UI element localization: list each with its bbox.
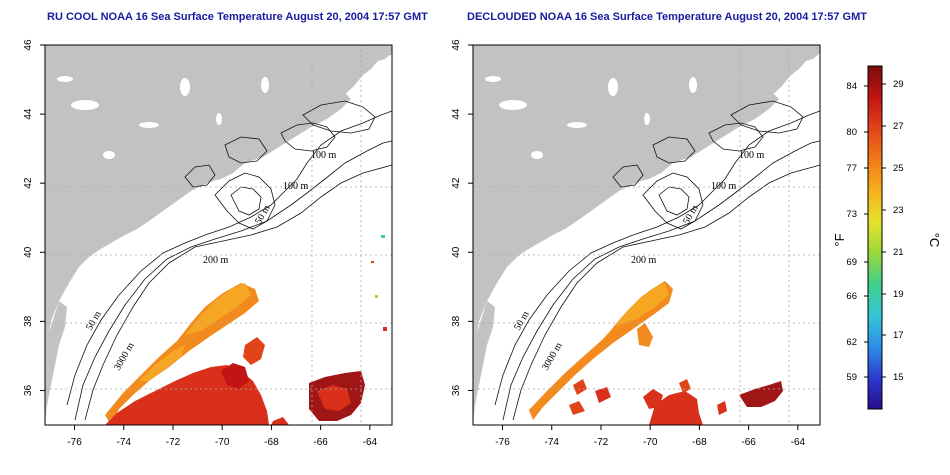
right-x-tick-label: -64	[791, 437, 806, 448]
right-contour-label-100a: 100 m	[739, 150, 765, 161]
left-y-tick-label: 40	[23, 246, 34, 258]
left-x-tick-label: -76	[67, 437, 82, 448]
colorbar-unit-f: °F	[832, 233, 847, 246]
colorbar-c-tick-label: 29	[893, 79, 904, 90]
colorbar-c-tick-label: 19	[893, 289, 904, 300]
left-x-tick-label: -72	[166, 437, 181, 448]
left-x-tick-label: -68	[264, 437, 279, 448]
right-map-frame	[472, 44, 821, 426]
right-map: 100 m 100 m 50 m 200 m 50 m 3000 m	[472, 44, 821, 426]
right-y-tick-label: 36	[451, 384, 462, 396]
right-sst-data	[529, 281, 783, 425]
colorbar-c-tick-label: 23	[893, 205, 904, 216]
left-y-tick-label: 38	[23, 315, 34, 327]
colorbar-ticks: 84 80 77 73 69 66 62 59 29 27 25 23 21 19 17 15	[846, 79, 903, 383]
left-sst-data	[105, 51, 391, 425]
colorbar-f-tick-label: 77	[846, 163, 857, 174]
right-y-tick-label: 40	[451, 246, 462, 258]
axes-layer: -76 -74 -72 -70 -68 -66 -64 36 38 40 42 44 46 -76 -74 -…	[23, 39, 806, 448]
colorbar-f-tick-label: 80	[846, 127, 857, 138]
colorbar-c-tick-label: 17	[893, 330, 904, 341]
right-contour-label-200: 200 m	[631, 255, 657, 266]
right-x-tick-label: -76	[495, 437, 510, 448]
right-x-tick-label: -74	[545, 437, 560, 448]
left-map: 100 m 100 m 50 m 200 m 50 m 3000 m	[44, 44, 393, 426]
left-x-tick-label: -74	[117, 437, 132, 448]
right-contour-label-100b: 100 m	[711, 181, 737, 192]
colorbar-f-tick-label: 69	[846, 257, 857, 268]
right-x-tick-label: -70	[643, 437, 658, 448]
left-y-tick-label: 44	[23, 108, 34, 120]
colorbar: 84 80 77 73 69 66 62 59 29 27 25 23 21 19 17 15 °F °C	[832, 65, 942, 410]
right-grid	[473, 45, 820, 425]
left-grid	[45, 45, 392, 425]
colorbar-c-tick-label: 15	[893, 372, 904, 383]
right-y-tick-label: 38	[451, 315, 462, 327]
left-contour-label-100b: 100 m	[283, 181, 309, 192]
left-y-tick-label: 36	[23, 384, 34, 396]
colorbar-f-tick-label: 84	[846, 81, 857, 92]
colorbar-c-tick-label: 27	[893, 121, 904, 132]
left-x-tick-label: -66	[313, 437, 328, 448]
left-x-tick-label: -70	[215, 437, 230, 448]
left-contour-label-100a: 100 m	[311, 150, 337, 161]
colorbar-f-tick-label: 73	[846, 209, 857, 220]
left-y-tick-label: 42	[23, 177, 34, 189]
right-x-tick-label: -72	[594, 437, 609, 448]
map-title-left: RU COOL NOAA 16 Sea Surface Temperature …	[47, 11, 428, 23]
right-x-tick-label: -68	[692, 437, 707, 448]
left-y-tick-label: 46	[23, 39, 34, 51]
colorbar-f-tick-label: 62	[846, 337, 857, 348]
colorbar-scale	[867, 65, 883, 410]
map-title-right: DECLOUDED NOAA 16 Sea Surface Temperatur…	[467, 11, 867, 23]
colorbar-c-tick-label: 21	[893, 247, 904, 258]
colorbar-unit-c: °C	[927, 233, 942, 248]
left-contour-label-200: 200 m	[203, 255, 229, 266]
right-x-tick-label: -66	[741, 437, 756, 448]
right-y-tick-label: 46	[451, 39, 462, 51]
left-x-tick-label: -64	[363, 437, 378, 448]
right-y-tick-label: 44	[451, 108, 462, 120]
colorbar-c-tick-label: 25	[893, 163, 904, 174]
left-map-frame	[44, 44, 393, 426]
colorbar-f-tick-label: 59	[846, 372, 857, 383]
colorbar-f-tick-label: 66	[846, 291, 857, 302]
right-y-tick-label: 42	[451, 177, 462, 189]
